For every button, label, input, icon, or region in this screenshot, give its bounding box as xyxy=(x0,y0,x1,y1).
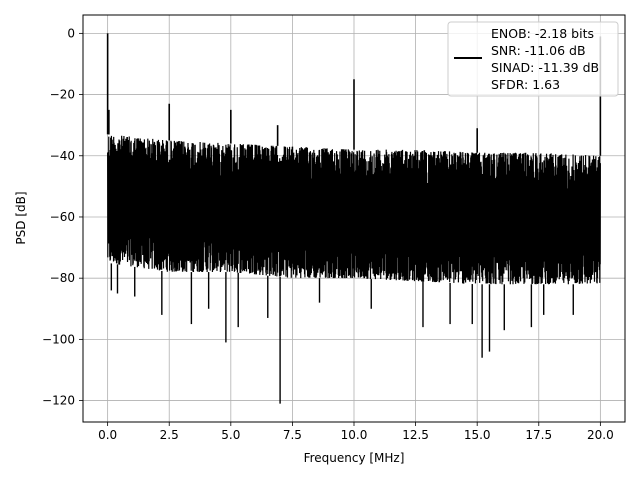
y-tick-label: −120 xyxy=(42,394,75,408)
x-tick-label: 15.0 xyxy=(464,428,491,442)
legend-entry-sinad: SINAD: -11.39 dB xyxy=(491,60,599,75)
x-tick-label: 10.0 xyxy=(341,428,368,442)
x-axis: 0.0 2.5 5.0 7.5 10.0 12.5 15.0 17.5 20.0 xyxy=(98,422,614,442)
y-tick-label: 0 xyxy=(67,26,75,40)
x-tick-label: 12.5 xyxy=(402,428,429,442)
x-tick-label: 5.0 xyxy=(221,428,240,442)
psd-series-line xyxy=(106,33,602,404)
legend-entry-sfdr: SFDR: 1.63 xyxy=(491,77,560,92)
x-tick-label: 0.0 xyxy=(98,428,117,442)
legend: ENOB: -2.18 bits SNR: -11.06 dB SINAD: -… xyxy=(447,21,619,97)
psd-noise-trace xyxy=(107,135,601,285)
x-axis-label: Frequency [MHz] xyxy=(304,451,405,465)
y-axis-label: PSD [dB] xyxy=(14,191,28,244)
legend-entry-snr: SNR: -11.06 dB xyxy=(491,43,586,58)
x-tick-label: 7.5 xyxy=(283,428,302,442)
y-axis: 0 −20 −40 −60 −80 −100 −120 xyxy=(42,26,83,408)
y-tick-label: −80 xyxy=(50,271,75,285)
x-tick-label: 2.5 xyxy=(160,428,179,442)
y-tick-label: −100 xyxy=(42,332,75,346)
x-tick-label: 20.0 xyxy=(587,428,614,442)
y-tick-label: −40 xyxy=(50,149,75,163)
y-tick-label: −60 xyxy=(50,210,75,224)
legend-box xyxy=(447,21,619,97)
y-tick-label: −20 xyxy=(50,88,75,102)
x-tick-label: 17.5 xyxy=(525,428,552,442)
legend-entry-enob: ENOB: -2.18 bits xyxy=(491,26,594,41)
